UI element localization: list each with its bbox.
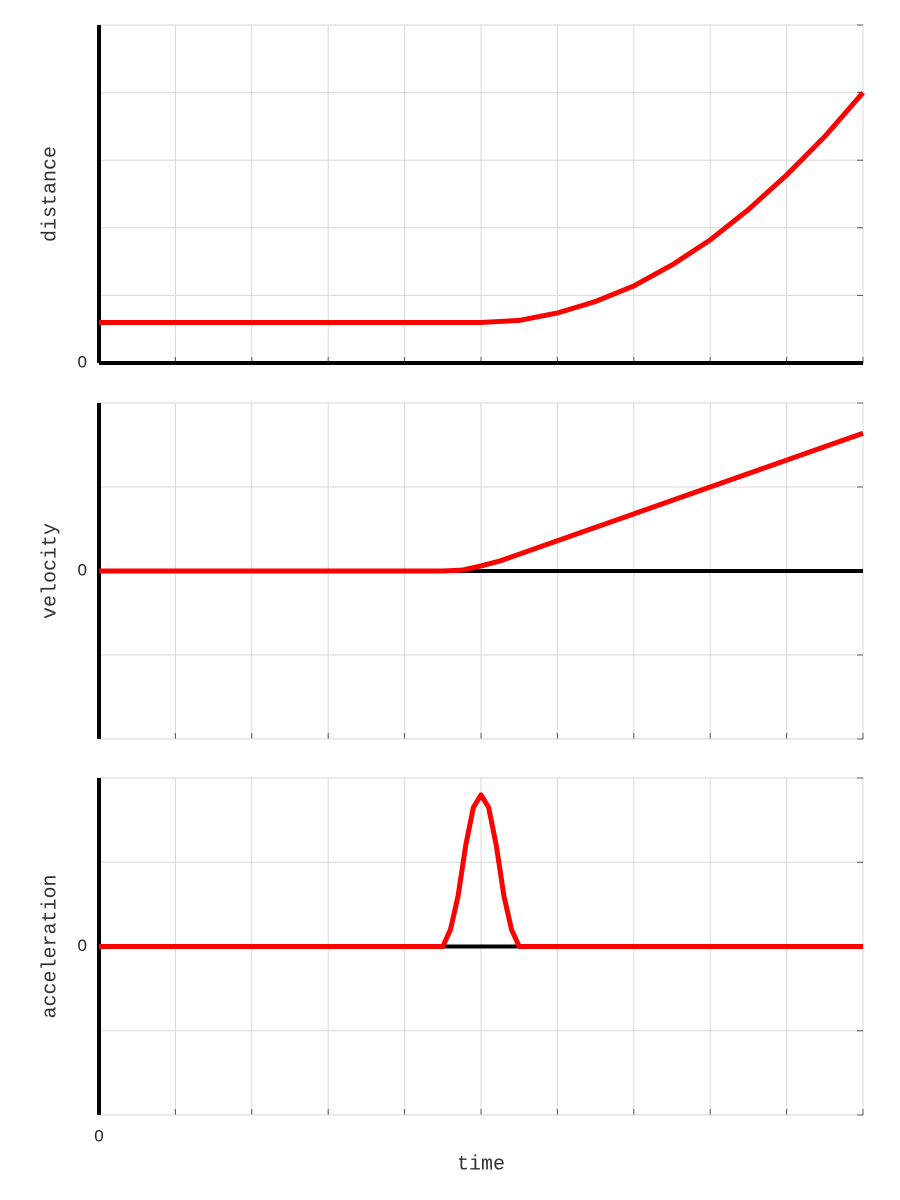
data-line [99, 430, 864, 574]
x-axis-label: time [457, 1153, 505, 1176]
y-tick-label: 0 [78, 560, 87, 579]
y-axis-label: distance [39, 146, 62, 242]
y-axis-label: velocity [39, 523, 62, 619]
data-line [99, 90, 865, 325]
y-tick-label: 0 [78, 936, 87, 955]
y-tick-label: 0 [78, 352, 87, 371]
x-tick-label: 0 [94, 1126, 103, 1145]
y-axis-label: acceleration [39, 874, 62, 1018]
data-line [99, 792, 863, 949]
